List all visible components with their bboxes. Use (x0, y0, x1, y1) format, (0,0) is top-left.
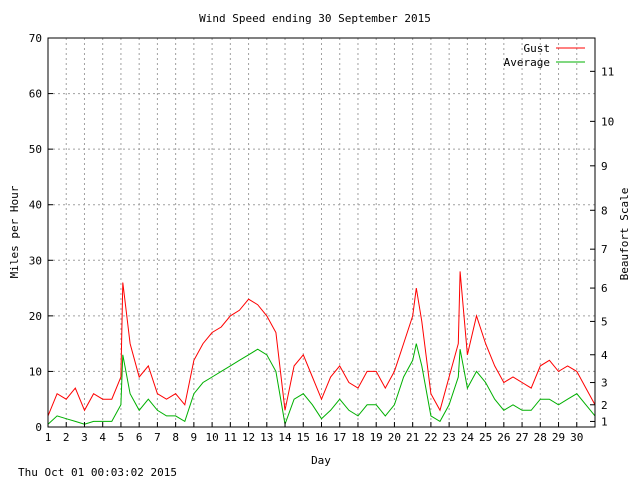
beaufort-axis-ticks: 1 2 3 4 5 6 7 8 9 10 11 (590, 65, 614, 428)
x-tick-label: 21 (406, 431, 419, 444)
x-tick-label: 19 (370, 431, 383, 444)
y-tick-label: 20 (29, 310, 42, 323)
beaufort-tick-label: 1 (601, 415, 608, 428)
beaufort-tick-label: 11 (601, 65, 614, 78)
x-tick-label: 3 (81, 431, 88, 444)
x-tick-label: 10 (205, 431, 218, 444)
beaufort-tick-label: 5 (601, 315, 608, 328)
beaufort-tick-label: 4 (601, 349, 608, 362)
x-tick-label: 14 (278, 431, 292, 444)
y-tick-label: 30 (29, 254, 42, 267)
beaufort-tick-label: 3 (601, 377, 608, 390)
x-tick-label: 1 (45, 431, 52, 444)
x-tick-label: 24 (461, 431, 475, 444)
legend-gust-label: Gust (524, 42, 551, 55)
x-tick-label: 5 (118, 431, 125, 444)
beaufort-tick-label: 6 (601, 282, 608, 295)
x-tick-label: 29 (552, 431, 565, 444)
x-axis-ticks: 1 2 3 4 5 6 7 8 9 10 11 12 13 14 15 16 17 18 19 20 21 22 23 24 2… (45, 422, 583, 444)
x-tick-label: 15 (297, 431, 310, 444)
y-tick-label: 40 (29, 199, 42, 212)
y-tick-label: 50 (29, 143, 42, 156)
y-axis-label: Miles per Hour (8, 185, 21, 278)
grid (48, 38, 595, 427)
x-tick-label: 17 (333, 431, 346, 444)
x-tick-label: 30 (570, 431, 583, 444)
x-tick-label: 27 (515, 431, 528, 444)
x-tick-label: 16 (315, 431, 328, 444)
series-lines (47, 271, 596, 427)
beaufort-tick-label: 9 (601, 160, 608, 173)
x-tick-label: 11 (224, 431, 237, 444)
x-tick-label: 8 (172, 431, 179, 444)
legend: Gust Average (504, 42, 585, 69)
beaufort-tick-label: 7 (601, 243, 608, 256)
beaufort-tick-label: 8 (601, 204, 608, 217)
legend-average-label: Average (504, 56, 550, 69)
x-tick-label: 26 (497, 431, 510, 444)
x-tick-label: 25 (479, 431, 492, 444)
beaufort-tick-label: 10 (601, 115, 614, 128)
x-tick-label: 6 (136, 431, 143, 444)
y-tick-label: 70 (29, 32, 42, 45)
x-tick-label: 18 (351, 431, 364, 444)
x-tick-label: 28 (534, 431, 547, 444)
beaufort-tick-label: 2 (601, 399, 608, 412)
x-tick-label: 9 (191, 431, 198, 444)
chart-title: Wind Speed ending 30 September 2015 (199, 12, 431, 25)
y-tick-label: 10 (29, 365, 42, 378)
series-line-average (47, 343, 596, 427)
y-axis-ticks: 0 10 20 30 40 50 60 70 (29, 32, 53, 434)
x-tick-label: 4 (99, 431, 106, 444)
series-line-gust (47, 271, 596, 417)
x-axis-label: Day (311, 454, 331, 467)
y-tick-label: 60 (29, 88, 42, 101)
x-tick-label: 20 (388, 431, 401, 444)
x-tick-label: 2 (63, 431, 70, 444)
x-tick-label: 13 (260, 431, 273, 444)
x-tick-label: 23 (443, 431, 456, 444)
y2-axis-label: Beaufort Scale (618, 188, 631, 281)
timestamp: Thu Oct 01 00:03:02 2015 (18, 466, 177, 479)
x-tick-label: 7 (154, 431, 161, 444)
y-tick-label: 0 (35, 421, 42, 434)
x-tick-label: 12 (242, 431, 255, 444)
x-tick-label: 22 (424, 431, 437, 444)
